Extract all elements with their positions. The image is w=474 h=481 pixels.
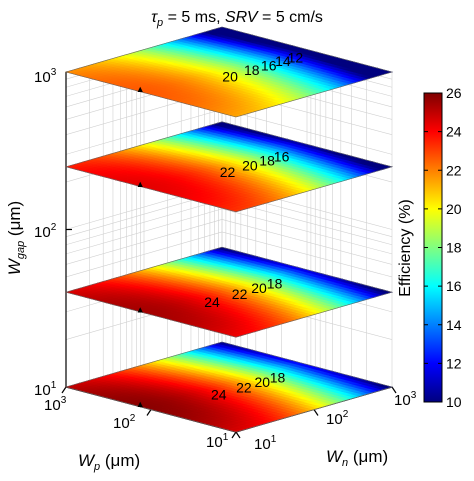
contour-label-18: 18 [267, 276, 283, 292]
chart-title: τp = 5 ms, SRV = 5 cm/s [151, 9, 323, 29]
wp-tick-10-3: 103 [44, 395, 67, 414]
colorbar-tick-label: 22 [446, 162, 462, 178]
z-tick-10-3: 103 [34, 67, 57, 86]
contour-label-22: 22 [220, 164, 236, 180]
colorbar-tick-label: 14 [446, 317, 462, 333]
colorbar: 10 12 14 16 18 20 22 24 26 [423, 85, 462, 410]
contour-label-22: 22 [232, 286, 248, 302]
contour-label-20: 20 [255, 374, 271, 390]
wp-tick-mark [231, 431, 237, 439]
contour-label-16: 16 [274, 148, 290, 164]
title-tau-sub: p [156, 17, 163, 29]
max-efficiency-marker: ▲ [136, 179, 145, 189]
max-efficiency-marker: ▲ [136, 304, 145, 314]
colorbar-tick-label: 24 [446, 124, 462, 140]
title-srv-value: = 5 cm/s [258, 9, 323, 26]
colorbar-tick-label: 18 [446, 240, 462, 256]
z-axis-ticks: 101 102 103 [34, 67, 57, 399]
contour-label-12: 12 [288, 50, 304, 66]
colorbar-tick-label: 16 [446, 278, 462, 294]
colorbar-tick-label: 12 [446, 355, 462, 371]
title-srv: SRV [225, 9, 259, 26]
title-tau: τ [151, 9, 158, 26]
wp-tick-mark [146, 409, 152, 416]
title-tau-value: = 5 ms, [163, 9, 225, 26]
colorbar-tick-label: 10 [446, 394, 462, 410]
wn-axis-label: Wn (μm) [326, 447, 388, 469]
wp-axis-label: Wp (μm) [78, 451, 140, 473]
wn-tick-mark [313, 409, 319, 416]
max-efficiency-marker: ▲ [136, 84, 145, 94]
contour-label-20: 20 [222, 68, 238, 84]
wp-tick-mark [61, 386, 67, 394]
grid-line [221, 109, 393, 155]
max-efficiency-marker: ▲ [136, 399, 145, 409]
grid-line [65, 109, 223, 155]
colorbar-tick-label: 20 [446, 201, 462, 217]
colorbar-label: Efficiency (%) [397, 199, 414, 297]
wn-tick-mark [235, 431, 241, 439]
wn-tick-mark [391, 386, 397, 394]
wn-tick-10-1: 101 [254, 434, 277, 453]
z-tick-10-2: 102 [34, 222, 57, 241]
slice-wgap-40: 24 22 20 18 ▲ [64, 246, 394, 338]
wp-tick-10-2: 102 [113, 413, 136, 432]
z-axis-label: Wgap (μm) [5, 201, 27, 275]
contour-label-20: 20 [251, 280, 267, 296]
contour-label-18: 18 [270, 370, 286, 386]
wn-tick-10-3: 103 [394, 390, 417, 409]
contour-label-24: 24 [211, 387, 227, 403]
contour-label-18: 18 [244, 62, 260, 78]
wn-tick-10-2: 102 [326, 409, 349, 428]
contour-label-22: 22 [236, 379, 252, 395]
contour-label-20: 20 [242, 158, 258, 174]
contour-label-18: 18 [259, 153, 275, 169]
contour-label-24: 24 [204, 294, 220, 310]
wp-tick-10-1: 101 [206, 432, 229, 451]
colorbar-tick-label: 26 [446, 85, 462, 101]
